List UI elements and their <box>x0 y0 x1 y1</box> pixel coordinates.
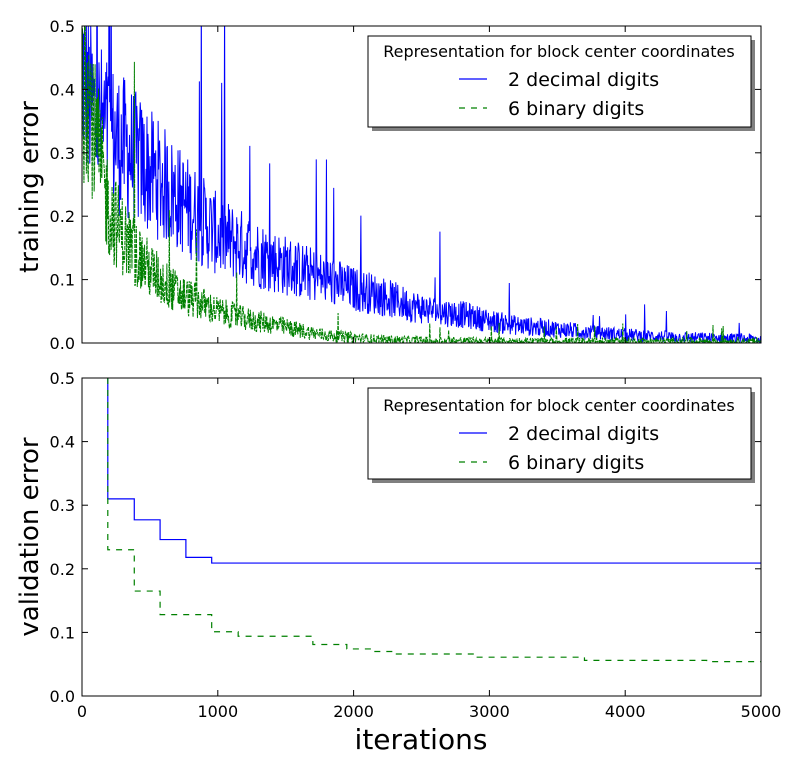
validation-error-legend: Representation for block center coordina… <box>367 387 755 483</box>
training-error-ytick-label: 0.2 <box>50 207 75 226</box>
validation-error-legend-label-decimal: 2 decimal digits <box>508 423 659 445</box>
validation-error-series-layer <box>107 378 761 663</box>
validation-error-xtick-label: 2000 <box>333 702 374 721</box>
validation-error-ytick-label: 0.0 <box>50 687 75 706</box>
validation-error-ytick-label: 0.2 <box>50 560 75 579</box>
training-error-ytick-label: 0.0 <box>50 334 75 353</box>
validation-error-ytick-label: 0.4 <box>50 433 75 452</box>
training-error-panel: training error 0.0 0.1 0.2 0.3 0.4 0.5 Repres… <box>15 17 762 353</box>
training-error-ytick-label: 0.5 <box>50 17 75 36</box>
validation-error-xtick-labels: 0 1000 2000 3000 4000 5000 <box>77 702 781 721</box>
validation-error-series-binary <box>107 378 761 663</box>
validation-error-xtick-label: 4000 <box>605 702 646 721</box>
training-error-series-binary <box>82 26 761 343</box>
validation-error-ytick-label: 0.3 <box>50 496 75 515</box>
training-error-ytick-label: 0.3 <box>50 144 75 163</box>
training-error-series-layer <box>82 26 761 343</box>
validation-error-tick-marks <box>81 377 762 697</box>
validation-error-xtick-label: 1000 <box>197 702 238 721</box>
validation-error-axes-frame <box>81 377 762 697</box>
training-error-ytick-label: 0.1 <box>50 271 75 290</box>
validation-error-legend-label-binary: 6 binary digits <box>508 452 644 474</box>
training-error-legend: Representation for block center coordina… <box>367 35 755 131</box>
training-error-ytick-label: 0.4 <box>50 80 75 99</box>
training-error-legend-label-binary: 6 binary digits <box>508 98 644 120</box>
validation-error-xlabel: iterations <box>355 723 488 756</box>
training-error-series-decimal <box>82 26 761 343</box>
validation-error-xtick-label: 3000 <box>469 702 510 721</box>
validation-error-ytick-labels: 0.0 0.1 0.2 0.3 0.4 0.5 <box>50 369 75 706</box>
training-error-tick-marks <box>81 25 762 344</box>
training-error-ylabel: training error <box>15 101 45 273</box>
validation-error-xtick-label: 0 <box>77 702 87 721</box>
validation-error-legend-title: Representation for block center coordina… <box>383 396 734 415</box>
validation-error-ytick-label: 0.5 <box>50 369 75 388</box>
validation-error-xtick-label: 5000 <box>741 702 782 721</box>
training-error-ytick-labels: 0.0 0.1 0.2 0.3 0.4 0.5 <box>50 17 75 353</box>
validation-error-ylabel: validation error <box>15 437 45 637</box>
validation-error-ytick-label: 0.1 <box>50 623 75 642</box>
training-error-legend-title: Representation for block center coordina… <box>383 42 734 61</box>
validation-error-panel: validation error 0.0 0.1 0.2 0.3 0.4 0.5 0 100… <box>15 369 781 756</box>
training-error-legend-label-decimal: 2 decimal digits <box>508 69 659 91</box>
training-error-axes-frame <box>81 25 762 344</box>
validation-error-series-decimal <box>107 378 761 564</box>
